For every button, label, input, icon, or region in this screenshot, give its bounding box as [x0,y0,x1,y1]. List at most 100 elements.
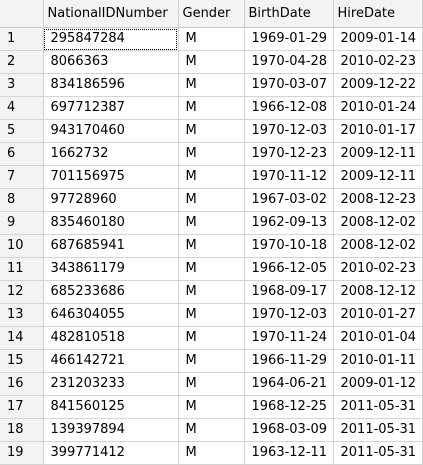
row-number[interactable]: 14 [0,326,44,350]
cell-birthdate[interactable]: 1968-03-09 [244,418,334,442]
table-row[interactable]: 1 295847284 M 1969-01-29 2009-01-14 [0,27,423,51]
row-number[interactable]: 10 [0,234,44,258]
table-row[interactable]: 2 8066363 M 1970-04-28 2010-02-23 [0,50,423,74]
cell-gender[interactable]: M [178,280,245,304]
cell-birthdate[interactable]: 1966-12-08 [244,96,334,120]
table-row[interactable]: 11 343861179 M 1966-12-05 2010-02-23 [0,257,423,281]
cell-nationalidnumber[interactable]: 139397894 [43,418,179,442]
cell-hiredate[interactable]: 2009-12-22 [333,73,423,97]
cell-nationalidnumber[interactable]: 701156975 [43,165,179,189]
cell-gender[interactable]: M [178,257,245,281]
row-number[interactable]: 1 [0,27,44,51]
cell-nationalidnumber[interactable]: 343861179 [43,257,179,281]
cell-gender[interactable]: M [178,50,245,74]
table-row[interactable]: 15 466142721 M 1966-11-29 2010-01-11 [0,349,423,373]
cell-nationalidnumber[interactable]: 646304055 [43,303,179,327]
cell-hiredate[interactable]: 2011-05-31 [333,418,423,442]
cell-birthdate[interactable]: 1970-03-07 [244,73,334,97]
cell-birthdate[interactable]: 1970-10-18 [244,234,334,258]
cell-gender[interactable]: M [178,441,245,465]
cell-nationalidnumber[interactable]: 834186596 [43,73,179,97]
column-header-birthdate[interactable]: BirthDate [244,0,334,28]
cell-nationalidnumber[interactable]: 231203233 [43,372,179,396]
table-row[interactable]: 3 834186596 M 1970-03-07 2009-12-22 [0,73,423,97]
cell-hiredate[interactable]: 2009-12-11 [333,165,423,189]
cell-hiredate[interactable]: 2008-12-02 [333,211,423,235]
cell-gender[interactable]: M [178,142,245,166]
cell-hiredate[interactable]: 2009-01-14 [333,27,423,51]
cell-birthdate[interactable]: 1963-12-11 [244,441,334,465]
table-row[interactable]: 17 841560125 M 1968-12-25 2011-05-31 [0,395,423,419]
row-number[interactable]: 17 [0,395,44,419]
cell-birthdate[interactable]: 1964-06-21 [244,372,334,396]
row-number[interactable]: 16 [0,372,44,396]
row-number[interactable]: 8 [0,188,44,212]
cell-gender[interactable]: M [178,165,245,189]
cell-birthdate[interactable]: 1970-04-28 [244,50,334,74]
cell-hiredate[interactable]: 2010-01-04 [333,326,423,350]
row-number[interactable]: 12 [0,280,44,304]
cell-nationalidnumber[interactable]: 835460180 [43,211,179,235]
row-number[interactable]: 3 [0,73,44,97]
table-row[interactable]: 5 943170460 M 1970-12-03 2010-01-17 [0,119,423,143]
cell-birthdate[interactable]: 1966-11-29 [244,349,334,373]
cell-gender[interactable]: M [178,234,245,258]
corner-header[interactable] [0,0,44,28]
cell-hiredate[interactable]: 2011-05-31 [333,395,423,419]
row-number[interactable]: 9 [0,211,44,235]
cell-gender[interactable]: M [178,73,245,97]
cell-birthdate[interactable]: 1970-12-03 [244,303,334,327]
cell-gender[interactable]: M [178,211,245,235]
cell-birthdate[interactable]: 1968-09-17 [244,280,334,304]
cell-birthdate[interactable]: 1966-12-05 [244,257,334,281]
cell-birthdate[interactable]: 1970-11-24 [244,326,334,350]
cell-gender[interactable]: M [178,303,245,327]
table-row[interactable]: 9 835460180 M 1962-09-13 2008-12-02 [0,211,423,235]
row-number[interactable]: 13 [0,303,44,327]
cell-hiredate[interactable]: 2008-12-12 [333,280,423,304]
cell-gender[interactable]: M [178,418,245,442]
cell-gender[interactable]: M [178,27,245,51]
cell-hiredate[interactable]: 2008-12-02 [333,234,423,258]
row-number[interactable]: 11 [0,257,44,281]
table-row[interactable]: 4 697712387 M 1966-12-08 2010-01-24 [0,96,423,120]
cell-hiredate[interactable]: 2010-01-17 [333,119,423,143]
row-number[interactable]: 15 [0,349,44,373]
row-number[interactable]: 19 [0,441,44,465]
cell-nationalidnumber[interactable]: 466142721 [43,349,179,373]
cell-gender[interactable]: M [178,326,245,350]
row-number[interactable]: 7 [0,165,44,189]
cell-birthdate[interactable]: 1968-12-25 [244,395,334,419]
cell-gender[interactable]: M [178,96,245,120]
cell-birthdate[interactable]: 1970-12-03 [244,119,334,143]
column-header-nationalidnumber[interactable]: NationalIDNumber [43,0,179,28]
cell-nationalidnumber[interactable]: 687685941 [43,234,179,258]
table-row[interactable]: 8 97728960 M 1967-03-02 2008-12-23 [0,188,423,212]
column-header-hiredate[interactable]: HireDate [333,0,423,28]
table-row[interactable]: 12 685233686 M 1968-09-17 2008-12-12 [0,280,423,304]
cell-nationalidnumber[interactable]: 685233686 [43,280,179,304]
cell-hiredate[interactable]: 2011-05-31 [333,441,423,465]
cell-hiredate[interactable]: 2010-01-11 [333,349,423,373]
cell-hiredate[interactable]: 2009-01-12 [333,372,423,396]
cell-birthdate[interactable]: 1962-09-13 [244,211,334,235]
cell-hiredate[interactable]: 2009-12-11 [333,142,423,166]
cell-nationalidnumber[interactable]: 1662732 [43,142,179,166]
table-row[interactable]: 13 646304055 M 1970-12-03 2010-01-27 [0,303,423,327]
row-number[interactable]: 4 [0,96,44,120]
table-row[interactable]: 7 701156975 M 1970-11-12 2009-12-11 [0,165,423,189]
cell-gender[interactable]: M [178,349,245,373]
table-row[interactable]: 14 482810518 M 1970-11-24 2010-01-04 [0,326,423,350]
cell-gender[interactable]: M [178,372,245,396]
cell-nationalidnumber[interactable]: 697712387 [43,96,179,120]
cell-birthdate[interactable]: 1967-03-02 [244,188,334,212]
cell-gender[interactable]: M [178,395,245,419]
cell-gender[interactable]: M [178,188,245,212]
row-number[interactable]: 18 [0,418,44,442]
cell-nationalidnumber[interactable]: 97728960 [43,188,179,212]
cell-gender[interactable]: M [178,119,245,143]
column-header-gender[interactable]: Gender [178,0,245,28]
row-number[interactable]: 5 [0,119,44,143]
cell-hiredate[interactable]: 2010-01-24 [333,96,423,120]
cell-nationalidnumber[interactable]: 295847284 [43,27,179,51]
